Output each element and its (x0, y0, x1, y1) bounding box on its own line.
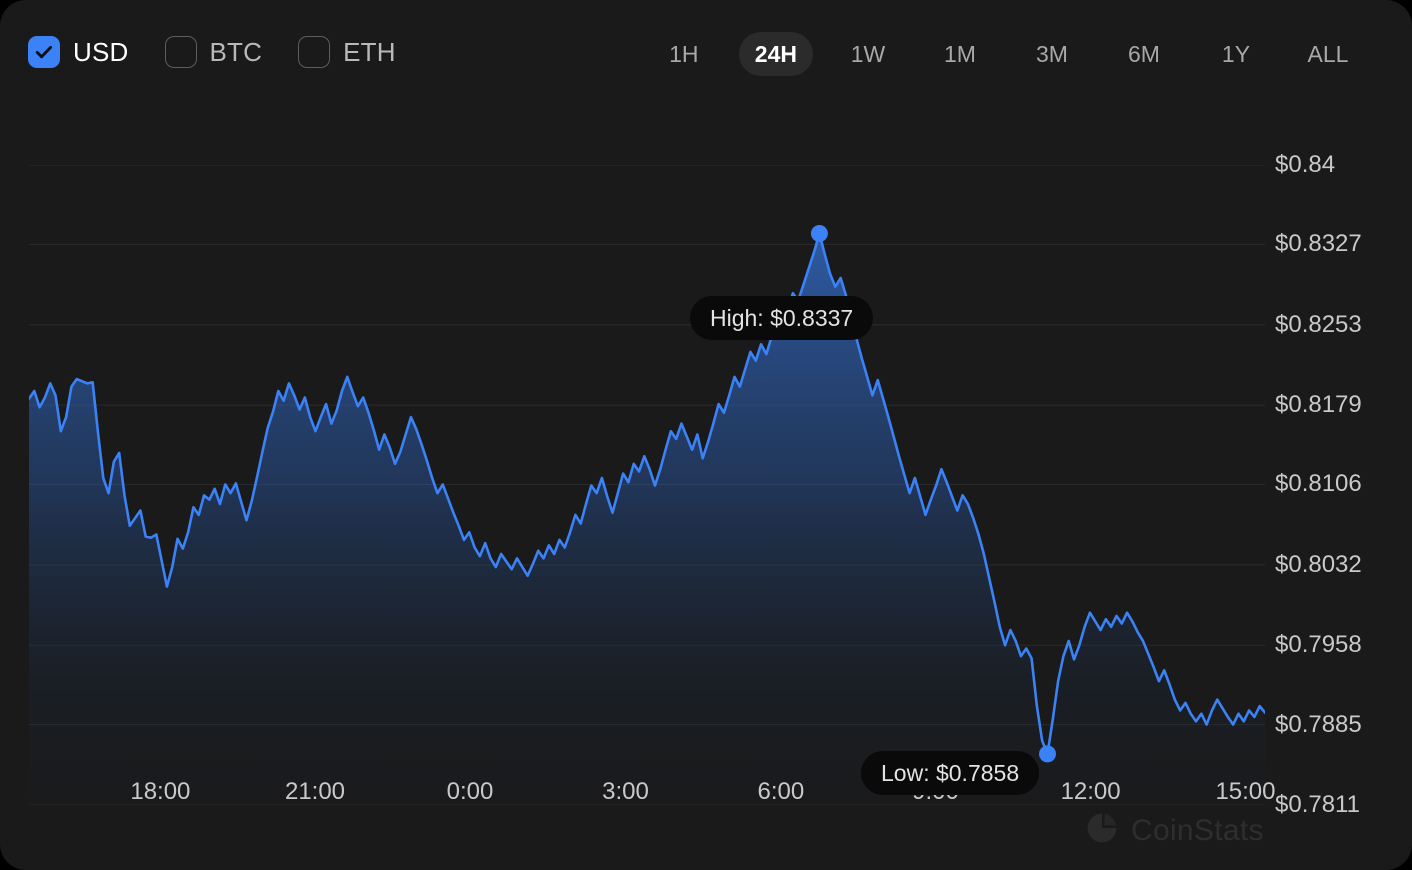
y-axis-tick-label: $0.8327 (1275, 230, 1362, 258)
range-tab-24h[interactable]: 24H (738, 32, 813, 76)
price-line-svg (29, 165, 1265, 805)
x-axis-tick-label: 3:00 (602, 778, 649, 805)
high-point-marker (810, 224, 828, 242)
range-tab-1y[interactable]: 1Y (1221, 40, 1251, 67)
currency-option-btc[interactable]: BTC (164, 36, 263, 68)
currency-option-eth[interactable]: ETH (298, 36, 396, 68)
currency-label-eth: ETH (343, 37, 396, 67)
y-axis-tick-label: $0.84 (1275, 151, 1336, 178)
y-axis-tick-label: $0.8032 (1275, 550, 1362, 578)
y-axis-tick-label: $0.7811 (1275, 791, 1360, 818)
range-tab-6m[interactable]: 6M (1128, 40, 1160, 67)
y-axis: $0.84 $0.8327 $0.8253 $0.8179 $0.8106 $0.8032… (1275, 153, 1412, 817)
time-range-selector: 1H 24H 1W 1M 3M 6M 1Y ALL (638, 32, 1374, 76)
x-axis-tick-label: 12:00 (1060, 778, 1121, 805)
range-tab-1w[interactable]: 1W (850, 40, 886, 67)
chart-toolbar: USD BTC ETH 1H 24H 1W 1M 3M 6M 1Y ALL (0, 0, 1412, 108)
y-axis-tick-label: $0.8106 (1275, 470, 1362, 498)
range-tab-1m[interactable]: 1M (944, 40, 976, 67)
low-point-marker (1039, 745, 1057, 763)
currency-selector: USD BTC ETH (28, 36, 432, 68)
y-axis-tick-label: $0.8253 (1275, 310, 1362, 338)
currency-label-btc: BTC (209, 37, 263, 67)
range-tab-3m[interactable]: 3M (1036, 40, 1068, 67)
checkbox-usd-checked-icon[interactable] (28, 36, 60, 68)
x-axis-tick-label: 21:00 (284, 778, 346, 805)
x-axis-tick-label: 0:00 (446, 778, 494, 805)
range-tab-all[interactable]: ALL (1307, 40, 1349, 67)
chart-area: CoinStats $0.84 $0.8327 $0.825 (0, 108, 1412, 870)
y-axis-tick-label: $0.8179 (1275, 391, 1362, 419)
checkbox-btc-unchecked-icon[interactable] (164, 36, 197, 68)
chart-plot[interactable] (29, 165, 1265, 805)
x-axis-tick-label: 18:00 (130, 778, 191, 805)
high-tooltip: High: $0.8337 (690, 296, 874, 340)
checkbox-eth-unchecked-icon[interactable] (298, 36, 331, 68)
x-axis-tick-label: 6:00 (757, 778, 805, 805)
currency-label-usd: USD (73, 37, 129, 67)
low-tooltip: Low: $0.7858 (861, 751, 1040, 795)
y-axis-tick-label: $0.7958 (1275, 631, 1362, 659)
currency-option-usd[interactable]: USD (28, 36, 129, 68)
range-tab-1h[interactable]: 1H (669, 40, 699, 67)
x-axis-tick-label: 15:00 (1215, 778, 1276, 805)
y-axis-tick-label: $0.7885 (1275, 710, 1362, 738)
watermark-label: CoinStats (1131, 813, 1264, 847)
